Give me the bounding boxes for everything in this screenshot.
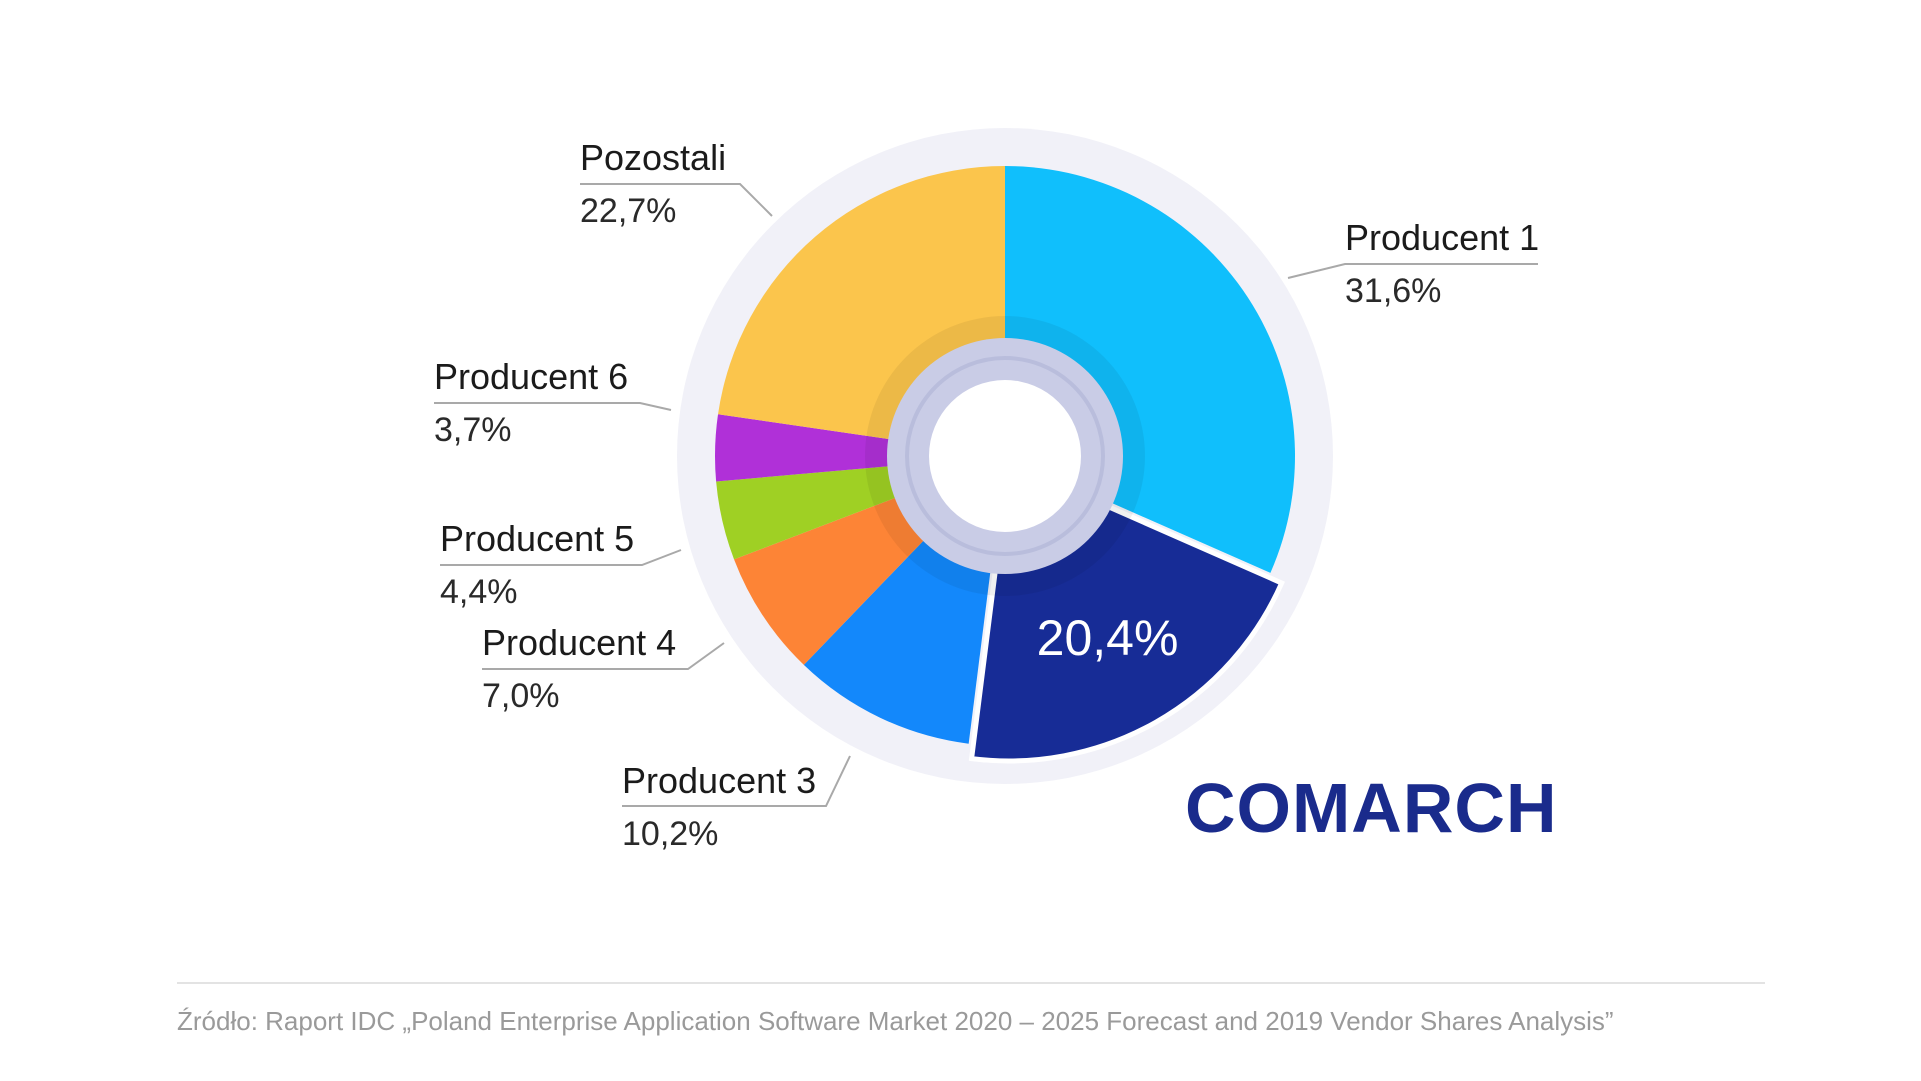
slice-value-label: 22,7%: [580, 192, 676, 230]
slice-name-label: Producent 1: [1345, 217, 1539, 258]
slice-producent-6: [715, 414, 1005, 482]
slice-name-label: Pozostali: [580, 137, 726, 178]
leader-line: [434, 402, 672, 411]
source-note: Źródło: Raport IDC „Poland Enterprise Ap…: [177, 1006, 1614, 1036]
slice-value-label: 31,6%: [1345, 272, 1441, 310]
slice-name-label: Producent 5: [440, 518, 634, 559]
slice-name-label: Producent 3: [622, 760, 816, 801]
footer-divider: [177, 982, 1765, 984]
comarch-logo: COMARCH: [1185, 769, 1558, 847]
slice-value-label: 10,2%: [622, 815, 718, 853]
slice-name-label: Producent 6: [434, 356, 628, 397]
leader-line: [580, 183, 773, 217]
leader-line: [622, 755, 851, 807]
chart-inner-ring-line: [905, 356, 1105, 556]
slice-value-label: 7,0%: [482, 677, 560, 715]
leader-line: [1287, 263, 1538, 279]
slice-value-label: 3,7%: [434, 411, 512, 449]
slice-value-label: 4,4%: [440, 573, 518, 611]
chart-center-hole: [929, 380, 1081, 532]
slice-value-label-inside: 20,4%: [1037, 610, 1179, 666]
leader-line: [440, 549, 682, 566]
leader-line: [482, 642, 725, 670]
chart-labels: Producent 1 31,6% 20,4% Producent 3 10,2% Pro…: [434, 137, 1539, 853]
slice-name-label: Producent 4: [482, 622, 676, 663]
